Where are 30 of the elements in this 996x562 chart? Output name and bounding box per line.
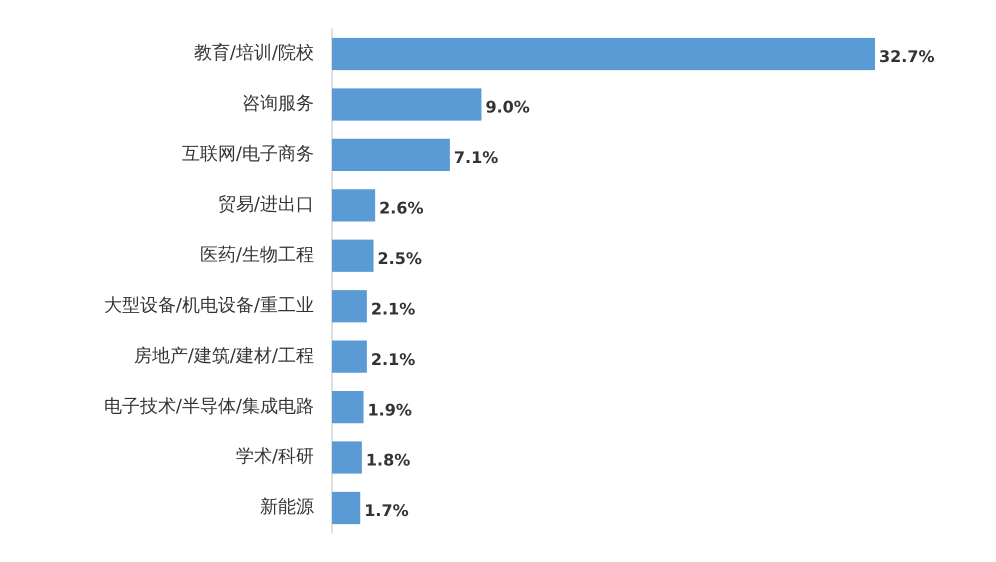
y-tick-label: 医药/生物工程 xyxy=(200,244,314,266)
bar xyxy=(332,441,362,474)
bar xyxy=(332,340,367,373)
data-label: 1.9% xyxy=(368,400,412,420)
y-tick-label: 学术/科研 xyxy=(236,446,314,468)
data-label: 2.6% xyxy=(379,198,424,218)
bar xyxy=(332,138,450,172)
bar xyxy=(332,189,376,222)
y-tick-label: 电子技术/半导体/集成电路 xyxy=(104,396,314,417)
bar xyxy=(332,88,482,121)
bar xyxy=(332,240,374,272)
y-tick-label: 大型设备/机电设备/重工业 xyxy=(104,294,314,316)
bar xyxy=(332,492,360,524)
y-tick-label: 贸易/进出口 xyxy=(218,194,314,216)
bar xyxy=(332,390,364,424)
bar xyxy=(332,290,367,322)
y-tick-label: 互联网/电子商务 xyxy=(182,144,314,165)
data-label: 2.5% xyxy=(378,248,422,268)
data-label: 1.7% xyxy=(364,501,409,520)
data-label: 1.8% xyxy=(366,450,410,470)
y-tick-label: 新能源 xyxy=(260,496,314,518)
data-label: 32.7% xyxy=(879,47,935,66)
data-label: 2.1% xyxy=(370,299,416,318)
data-label: 2.1% xyxy=(370,350,416,369)
bar xyxy=(332,38,875,70)
data-label: 7.1% xyxy=(454,148,498,168)
y-tick-label: 咨询服务 xyxy=(242,93,314,114)
data-label: 9.0% xyxy=(485,98,530,117)
y-tick-label: 房地产/建筑/建材/工程 xyxy=(134,345,314,366)
y-tick-label: 教育/培训/院校 xyxy=(194,42,314,64)
